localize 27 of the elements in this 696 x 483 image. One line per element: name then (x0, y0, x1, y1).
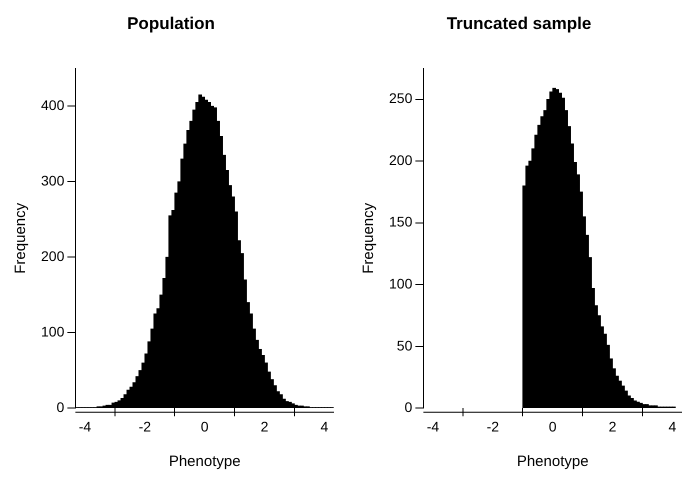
chart-title: Truncated sample (446, 14, 592, 33)
chart-title: Population (127, 14, 215, 33)
x-axis-title: Phenotype (516, 453, 589, 470)
y-tick-label: 100 (389, 275, 413, 292)
x-tick-label: 4 (320, 418, 329, 434)
y-tick-label: 400 (41, 97, 65, 114)
x-tick-label: -2 (486, 418, 500, 434)
y-tick-label: 0 (404, 399, 413, 416)
y-tick-label: 50 (396, 337, 413, 354)
x-tick-label: -4 (78, 418, 92, 434)
x-axis-title: Phenotype (168, 453, 241, 470)
y-tick-label: 0 (56, 399, 65, 416)
y-axis-title: Frequency (360, 202, 378, 274)
x-tick-label: 4 (668, 418, 677, 434)
x-tick-label: 2 (260, 418, 269, 434)
y-tick-label: 150 (389, 214, 413, 230)
y-tick-label: 100 (41, 324, 65, 340)
y-tick-label: 200 (41, 248, 65, 264)
x-tick-label: -2 (138, 418, 152, 434)
y-axis-title: Frequency (12, 202, 30, 274)
y-tick-label: 300 (41, 172, 65, 189)
y-tick-label: 200 (389, 152, 413, 168)
x-tick-label: 2 (608, 418, 617, 434)
y-tick-label: 250 (389, 90, 413, 106)
x-tick-label: -4 (426, 418, 440, 434)
x-tick-label: 0 (200, 418, 209, 434)
x-tick-label: 0 (548, 418, 557, 434)
